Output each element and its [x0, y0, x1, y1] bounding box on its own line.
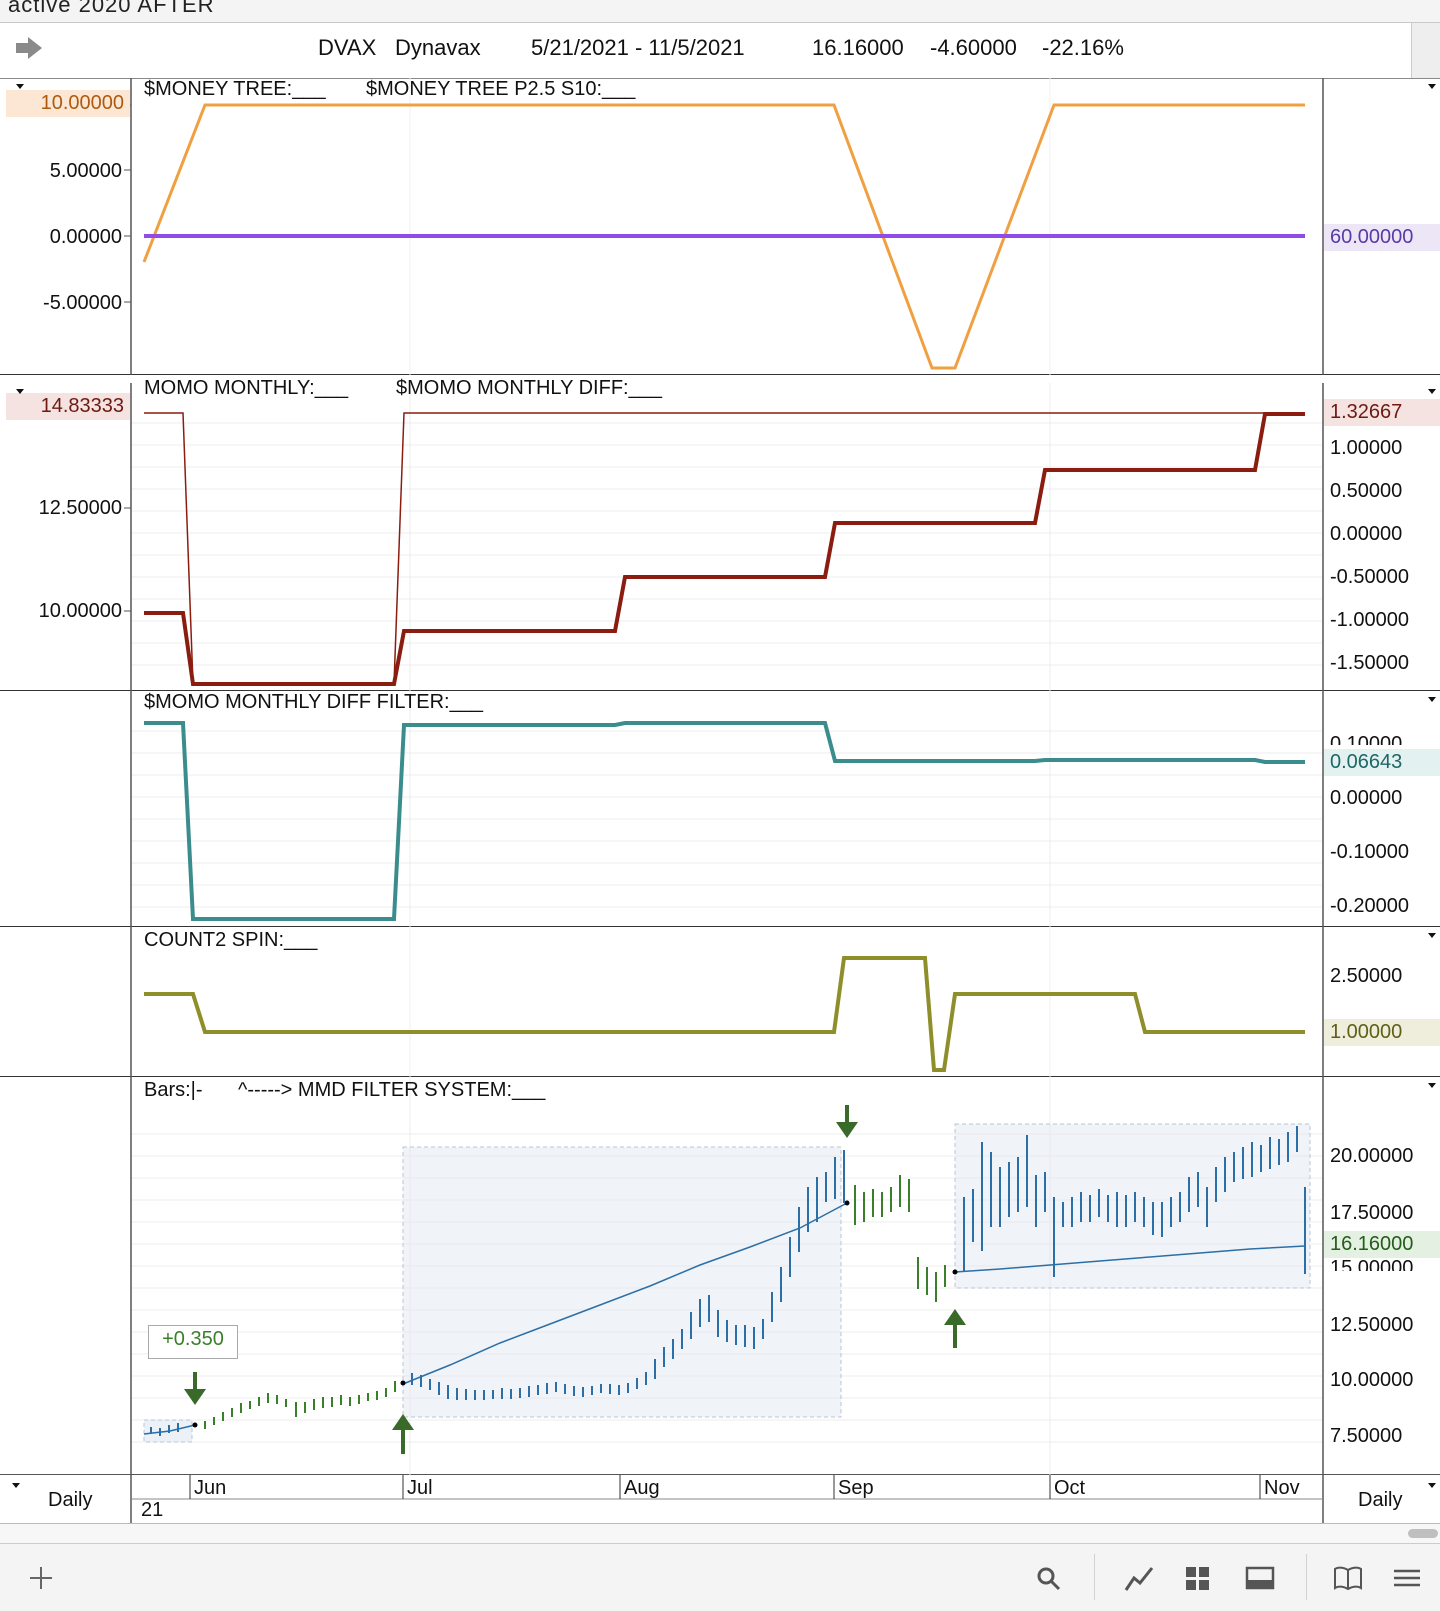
month-label: Jun	[194, 1477, 227, 1499]
momo-monthly-panel[interactable]: MOMO MONTHLY:___ $MOMO MONTHLY DIFF:___ …	[0, 377, 1440, 691]
timeframe-dropdown-icon[interactable]	[1428, 1483, 1436, 1488]
y-tick-right: -1.00000	[1330, 609, 1409, 631]
y-tick-right: -0.50000	[1330, 566, 1409, 588]
header-scrollbar[interactable]	[1411, 23, 1440, 78]
timeframe-right[interactable]: Daily	[1358, 1489, 1403, 1511]
date-range: 5/21/2021 - 11/5/2021	[531, 35, 745, 60]
collapse-icon[interactable]	[1428, 1083, 1436, 1088]
window-title: active 2020 AFTER	[8, 0, 215, 17]
last-price: 16.16000	[812, 35, 904, 60]
y-tick: 10.00000	[38, 600, 122, 622]
chart-header: DVAX Dynavax 5/21/2021 - 11/5/2021 16.16…	[0, 23, 1440, 79]
right-value-tag: 1.32667	[1324, 399, 1440, 426]
timeframe-left[interactable]: Daily	[48, 1489, 93, 1511]
company-name: Dynavax	[395, 35, 481, 60]
y-tick-right: 12.50000	[1330, 1314, 1414, 1336]
momo-monthly-legend: MOMO MONTHLY:___	[144, 377, 349, 399]
diff-filter-plot	[130, 691, 1324, 927]
right-value-tag: 16.16000	[1324, 1231, 1440, 1258]
collapse-icon[interactable]	[1428, 84, 1436, 89]
y-tick: 0.00000	[49, 226, 122, 248]
y-tick: -5.00000	[43, 292, 122, 314]
grid-layout-icon[interactable]	[1183, 1564, 1213, 1592]
percent-change: -22.16%	[1042, 35, 1124, 60]
y-tick-right: 1.00000	[1330, 437, 1403, 459]
collapse-icon[interactable]	[1428, 389, 1436, 394]
month-label: Jul	[407, 1477, 433, 1499]
y-tick-right: -0.20000	[1330, 895, 1409, 917]
right-value-tag: 0.06643	[1324, 749, 1440, 776]
right-value-tag: 60.00000	[1324, 224, 1440, 251]
collapse-icon[interactable]	[16, 84, 24, 89]
right-value-tag: 1.00000	[1324, 1019, 1440, 1046]
y-tick-right: 0.00000	[1330, 523, 1403, 545]
price-plot	[130, 1077, 1324, 1475]
menu-icon[interactable]	[1392, 1564, 1422, 1592]
book-icon[interactable]	[1333, 1564, 1363, 1592]
count2-spin-plot	[130, 927, 1324, 1077]
y-tick: 5.00000	[49, 160, 122, 182]
add-icon[interactable]	[26, 1564, 56, 1592]
window-titlebar	[0, 0, 1440, 23]
symbol: DVAX	[318, 35, 377, 60]
money-tree-p25-legend: $MONEY TREE P2.5 S10:___	[366, 78, 636, 100]
chart-style-icon[interactable]	[1124, 1564, 1154, 1592]
momo-monthly-plot	[124, 383, 1324, 691]
collapse-icon[interactable]	[1428, 933, 1436, 938]
money-tree-panel[interactable]: $MONEY TREE:___ $MONEY TREE P2.5 S10:___…	[0, 78, 1440, 375]
x-axis-ticks	[130, 1475, 1324, 1523]
count2-spin-panel[interactable]: COUNT2 SPIN:___ 2.50000 1.00000	[0, 927, 1440, 1077]
month-label: Nov	[1264, 1477, 1300, 1499]
year-label: 21	[141, 1499, 164, 1521]
y-tick-right: 0.10000	[1330, 733, 1403, 745]
panel-layout-icon[interactable]	[1245, 1564, 1275, 1592]
left-value-tag: 10.00000	[6, 90, 130, 117]
bottom-toolbar	[0, 1543, 1440, 1611]
scrollbar-thumb[interactable]	[1408, 1529, 1438, 1538]
y-tick-right: 0.50000	[1330, 480, 1403, 502]
month-label: Aug	[624, 1477, 660, 1499]
y-tick: 12.50000	[38, 497, 122, 519]
y-tick-right: 20.00000	[1330, 1145, 1414, 1167]
x-axis[interactable]: Daily Daily 21 Jun Jul Aug Sep Oct Nov	[0, 1475, 1440, 1524]
y-tick-right: 0.00000	[1330, 787, 1403, 809]
money-tree-plot	[124, 78, 1324, 375]
y-tick-right: 2.50000	[1330, 965, 1403, 987]
y-tick-right: 10.00000	[1330, 1369, 1414, 1391]
money-tree-legend: $MONEY TREE:___	[144, 78, 326, 100]
count2-legend: COUNT2 SPIN:___	[144, 929, 318, 951]
toolbar-divider	[1094, 1554, 1095, 1600]
trade-gain-label: +0.350	[148, 1325, 238, 1359]
timeframe-dropdown-icon[interactable]	[12, 1483, 20, 1488]
mmd-filter-legend: ^-----> MMD FILTER SYSTEM:___	[238, 1079, 546, 1101]
horizontal-scrollbar[interactable]	[0, 1524, 1440, 1543]
bars-legend: Bars:|-	[144, 1079, 203, 1101]
month-label: Sep	[838, 1477, 874, 1499]
search-icon[interactable]	[1034, 1564, 1064, 1592]
left-value-tag: 14.83333	[6, 393, 130, 420]
toolbar-divider	[1306, 1554, 1307, 1600]
price-change: -4.60000	[930, 35, 1017, 60]
diff-filter-panel[interactable]: $MOMO MONTHLY DIFF FILTER:___ 0.10000 0.…	[0, 691, 1440, 927]
y-tick-right: 17.50000	[1330, 1202, 1414, 1224]
momo-diff-legend: $MOMO MONTHLY DIFF:___	[396, 377, 662, 399]
forward-arrow-icon[interactable]	[14, 35, 44, 61]
y-tick-right: -1.50000	[1330, 652, 1409, 674]
price-panel[interactable]: Bars:|- ^-----> MMD FILTER SYSTEM:___ +0…	[0, 1077, 1440, 1475]
collapse-icon[interactable]	[1428, 697, 1436, 702]
y-tick-right: 15.00000	[1330, 1257, 1414, 1271]
y-tick-right: 7.50000	[1330, 1425, 1403, 1447]
collapse-icon[interactable]	[16, 389, 24, 394]
month-label: Oct	[1054, 1477, 1086, 1499]
diff-filter-legend: $MOMO MONTHLY DIFF FILTER:___	[144, 691, 483, 713]
y-tick-right: -0.10000	[1330, 841, 1409, 863]
